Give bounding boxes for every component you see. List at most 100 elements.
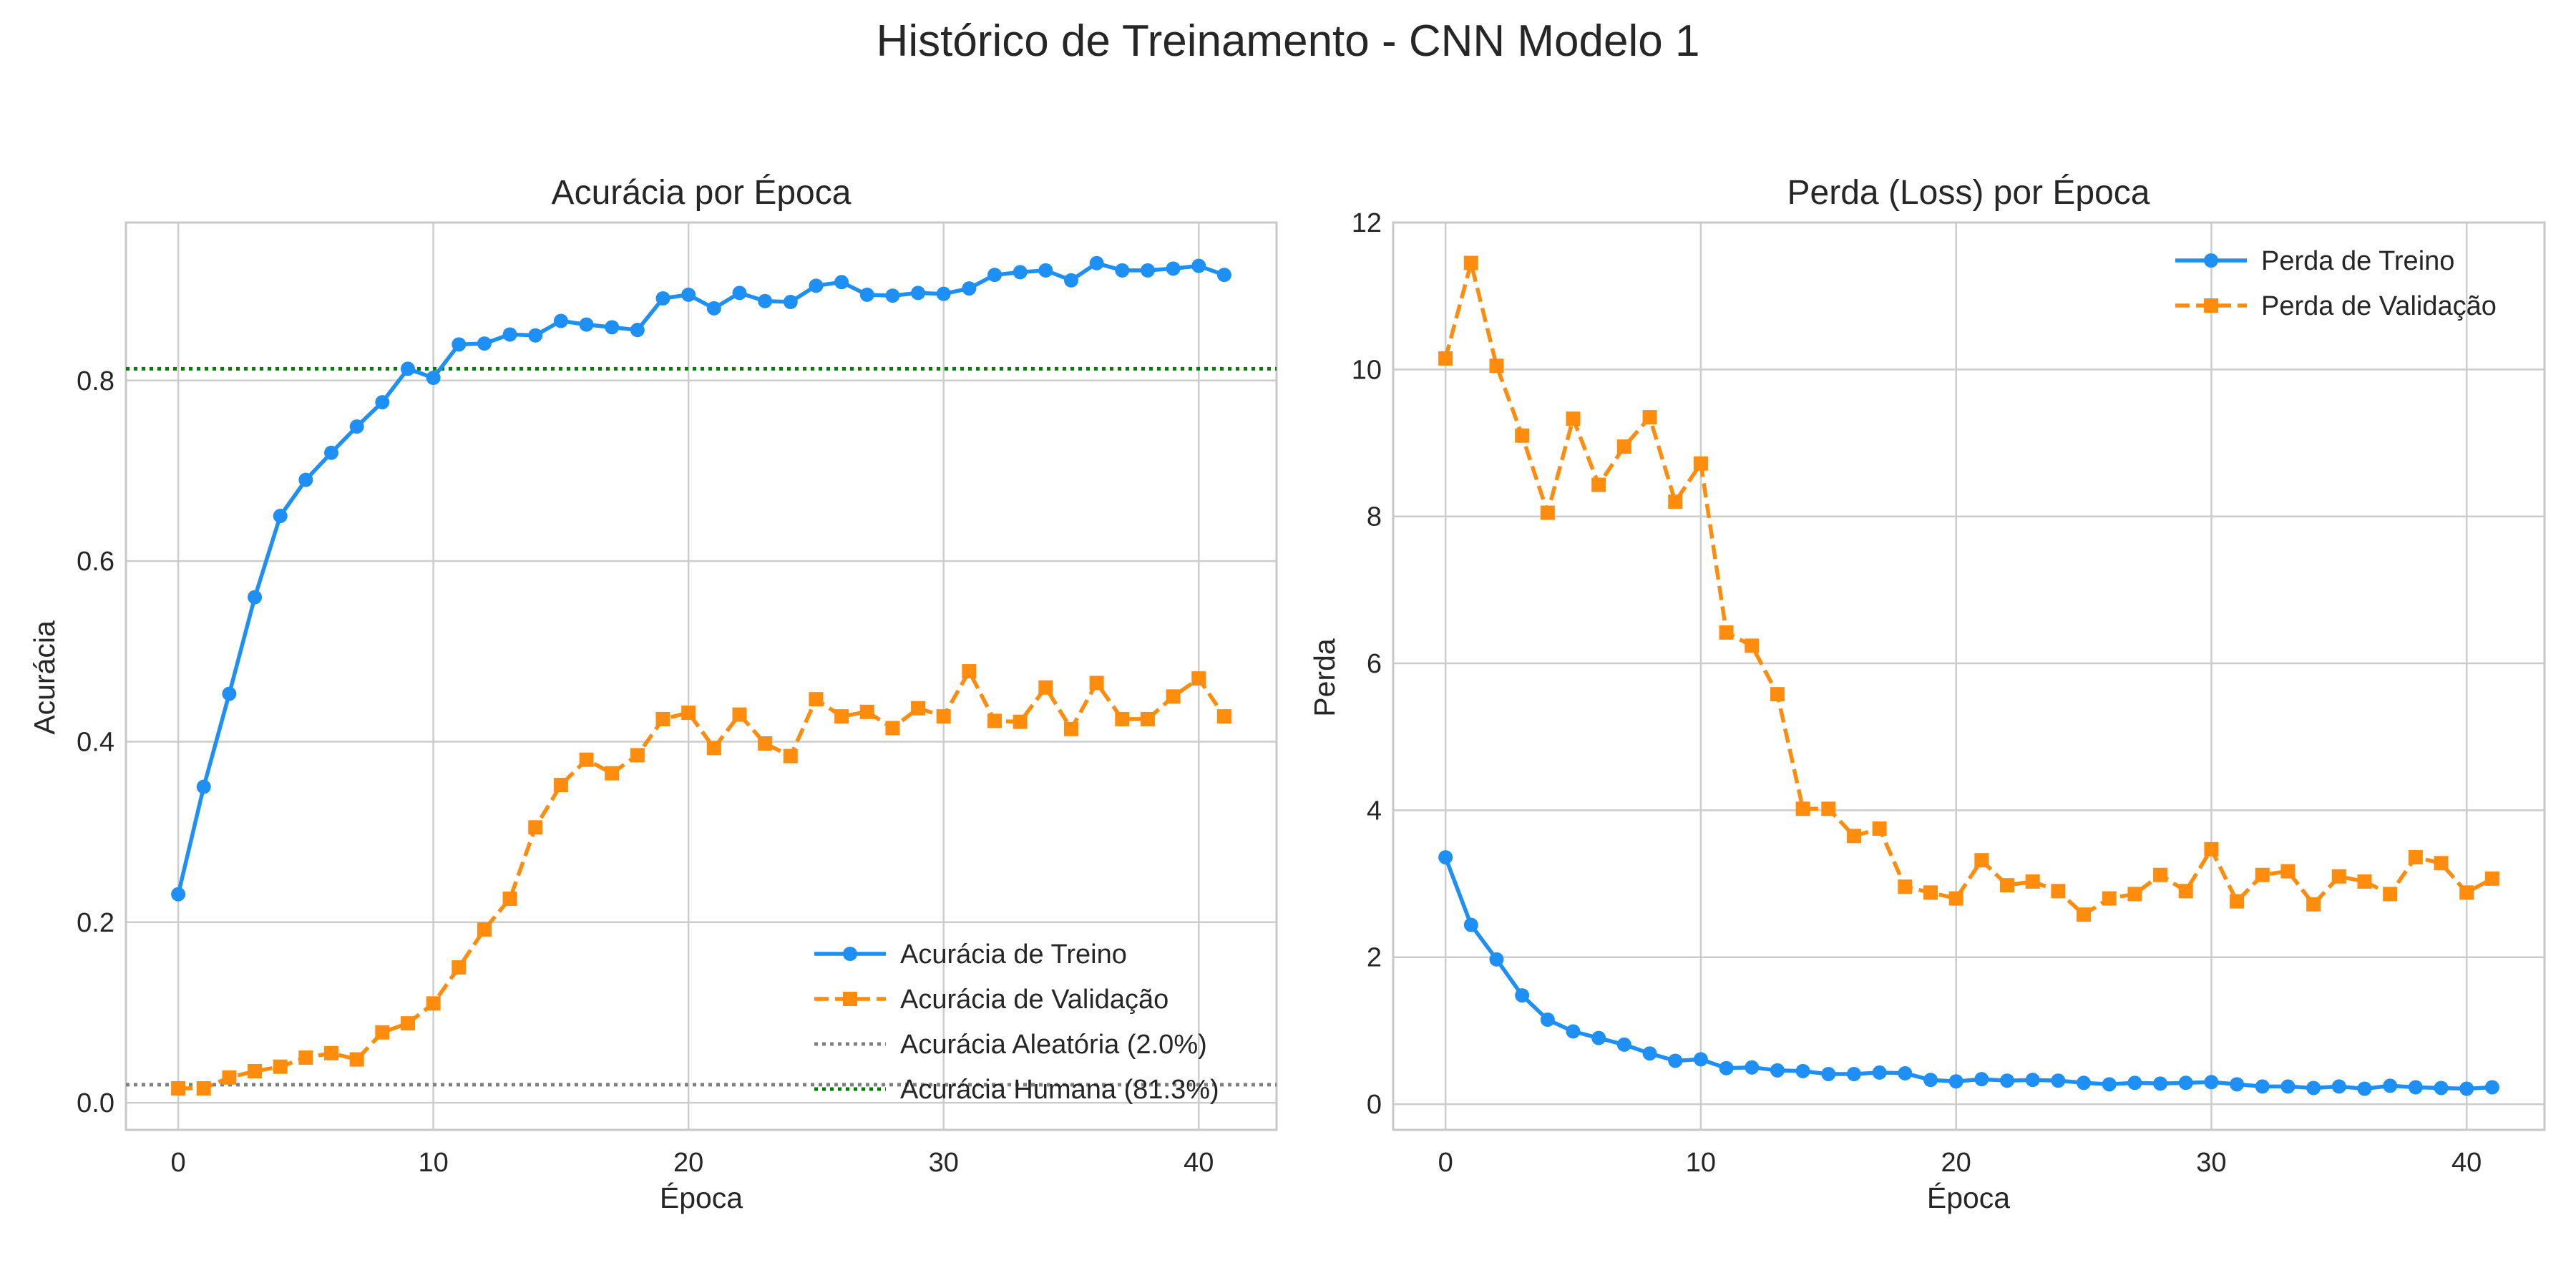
accuracy-series-0-point xyxy=(452,337,467,352)
accuracy-series-0-point xyxy=(579,317,594,332)
loss-series-0-point xyxy=(1668,1053,1683,1068)
accuracy-series-0-point xyxy=(1166,261,1181,276)
loss-series-0-point xyxy=(2102,1077,2117,1092)
accuracy-legend-label: Acurácia de Treino xyxy=(900,940,1127,970)
accuracy-series-1-point xyxy=(426,996,441,1011)
accuracy-ytick-label: 0.4 xyxy=(77,727,114,757)
accuracy-series-1-point xyxy=(1038,680,1053,695)
accuracy-series-1-point xyxy=(681,706,696,721)
loss-grid xyxy=(1393,221,2545,1130)
loss-series-0-point xyxy=(2153,1076,2168,1091)
loss-series-1-point xyxy=(2357,874,2372,889)
accuracy-xtick-label: 20 xyxy=(673,1148,703,1178)
accuracy-series-0-point xyxy=(1063,273,1078,288)
accuracy-legend-marker xyxy=(843,992,857,1006)
loss-ytick-label: 2 xyxy=(1367,943,1382,973)
accuracy-series-1-point xyxy=(630,748,645,763)
loss-series-0-point xyxy=(1974,1072,1989,1087)
accuracy-series-line-0 xyxy=(176,261,1225,895)
loss-series-1-point xyxy=(1642,410,1657,425)
accuracy-series-0-point xyxy=(222,686,237,701)
loss-series-0-point xyxy=(1898,1065,1913,1080)
accuracy-series-1-point xyxy=(758,736,773,751)
loss-series-1-point xyxy=(2153,867,2168,882)
accuracy-series-1-point xyxy=(553,778,568,793)
accuracy-ytick-label: 0.6 xyxy=(77,547,114,577)
accuracy-chart-ylabel: Acurácia xyxy=(28,620,61,735)
loss-series-1-point xyxy=(1846,829,1861,844)
loss-series-0-point xyxy=(1566,1024,1581,1039)
accuracy-ytick-label: 0.0 xyxy=(77,1088,114,1118)
accuracy-ytick-label: 0.2 xyxy=(77,908,114,938)
accuracy-series-0-point xyxy=(809,278,824,293)
loss-series-0-point xyxy=(2051,1073,2066,1088)
loss-series-0-point xyxy=(1540,1012,1555,1027)
accuracy-series-0-point xyxy=(1191,258,1206,273)
loss-legend-marker xyxy=(2204,298,2218,313)
loss-series-1-point xyxy=(2434,856,2449,871)
loss-legend-label: Perda de Validação xyxy=(2261,291,2497,321)
accuracy-series-0-point xyxy=(859,287,874,302)
loss-series-0-point xyxy=(1489,952,1504,967)
loss-series-1-point xyxy=(2280,864,2296,879)
accuracy-series-1-point xyxy=(477,922,492,937)
loss-series-1 xyxy=(1438,255,2499,922)
accuracy-series-0-point xyxy=(248,590,263,605)
loss-series-line-0 xyxy=(1443,857,2493,1091)
accuracy-series-1-point xyxy=(987,713,1002,728)
accuracy-xtick-label: 40 xyxy=(1184,1148,1214,1178)
accuracy-series-1-point xyxy=(1140,711,1155,726)
accuracy-series-0-point xyxy=(324,445,339,460)
loss-series-1-point xyxy=(1591,477,1606,492)
accuracy-series-1-point xyxy=(1063,721,1078,736)
accuracy-series-1-point xyxy=(248,1063,263,1078)
loss-series-0-point xyxy=(2306,1080,2321,1096)
accuracy-series-0-point xyxy=(681,287,696,302)
accuracy-series-1-point xyxy=(859,704,874,719)
loss-series-0-point xyxy=(2255,1079,2270,1094)
loss-legend-marker xyxy=(2204,253,2218,268)
loss-series-0 xyxy=(1438,850,2499,1096)
accuracy-series-1-point xyxy=(324,1045,339,1060)
accuracy-series-1-point xyxy=(605,766,620,781)
accuracy-series-0-point xyxy=(834,275,849,290)
accuracy-series-0-point xyxy=(630,323,645,338)
loss-series-0-point xyxy=(2127,1075,2142,1091)
loss-series-0-point xyxy=(2408,1080,2423,1095)
loss-chart-title: Perda (Loss) por Época xyxy=(1787,174,2150,212)
accuracy-series-1-point xyxy=(375,1025,390,1040)
loss-series-1-point xyxy=(2178,884,2193,899)
accuracy-series-1-point xyxy=(579,752,594,767)
loss-series-1-point xyxy=(1616,439,1631,454)
accuracy-series-1-point xyxy=(528,820,543,835)
accuracy-series-0-point xyxy=(553,313,568,328)
loss-series-1-point xyxy=(2077,907,2092,922)
loss-series-1-point xyxy=(2051,884,2066,899)
accuracy-series-0-point xyxy=(1140,263,1155,278)
accuracy-series-1-point xyxy=(298,1050,313,1065)
accuracy-series-0-point xyxy=(349,419,364,434)
accuracy-series-1-point xyxy=(706,741,721,756)
loss-ytick-label: 4 xyxy=(1367,796,1382,826)
loss-legend: Perda de Treino Perda de Validação xyxy=(2175,246,2497,321)
accuracy-series-0-point xyxy=(196,779,211,794)
accuracy-series-0-point xyxy=(911,286,926,301)
accuracy-series-1-point xyxy=(196,1080,211,1096)
loss-series-1-point xyxy=(2127,887,2142,902)
accuracy-series-1-point xyxy=(1089,675,1104,691)
accuracy-legend-marker xyxy=(843,947,857,961)
loss-series-0-point xyxy=(2204,1075,2219,1090)
loss-series-1-point xyxy=(2484,871,2499,886)
loss-series-0-point xyxy=(2383,1078,2398,1093)
loss-series-1-point xyxy=(2025,874,2040,889)
accuracy-series-1-point xyxy=(1216,709,1231,724)
loss-series-1-point xyxy=(1795,801,1810,816)
loss-series-1-point xyxy=(1540,505,1555,520)
loss-series-1-point xyxy=(1923,885,1938,900)
accuracy-series-0-point xyxy=(426,371,441,386)
accuracy-xtick-label: 0 xyxy=(171,1148,186,1178)
accuracy-series-1-point xyxy=(936,709,951,724)
loss-series-1-point xyxy=(1719,625,1734,640)
loss-series-0-point xyxy=(2230,1077,2245,1092)
